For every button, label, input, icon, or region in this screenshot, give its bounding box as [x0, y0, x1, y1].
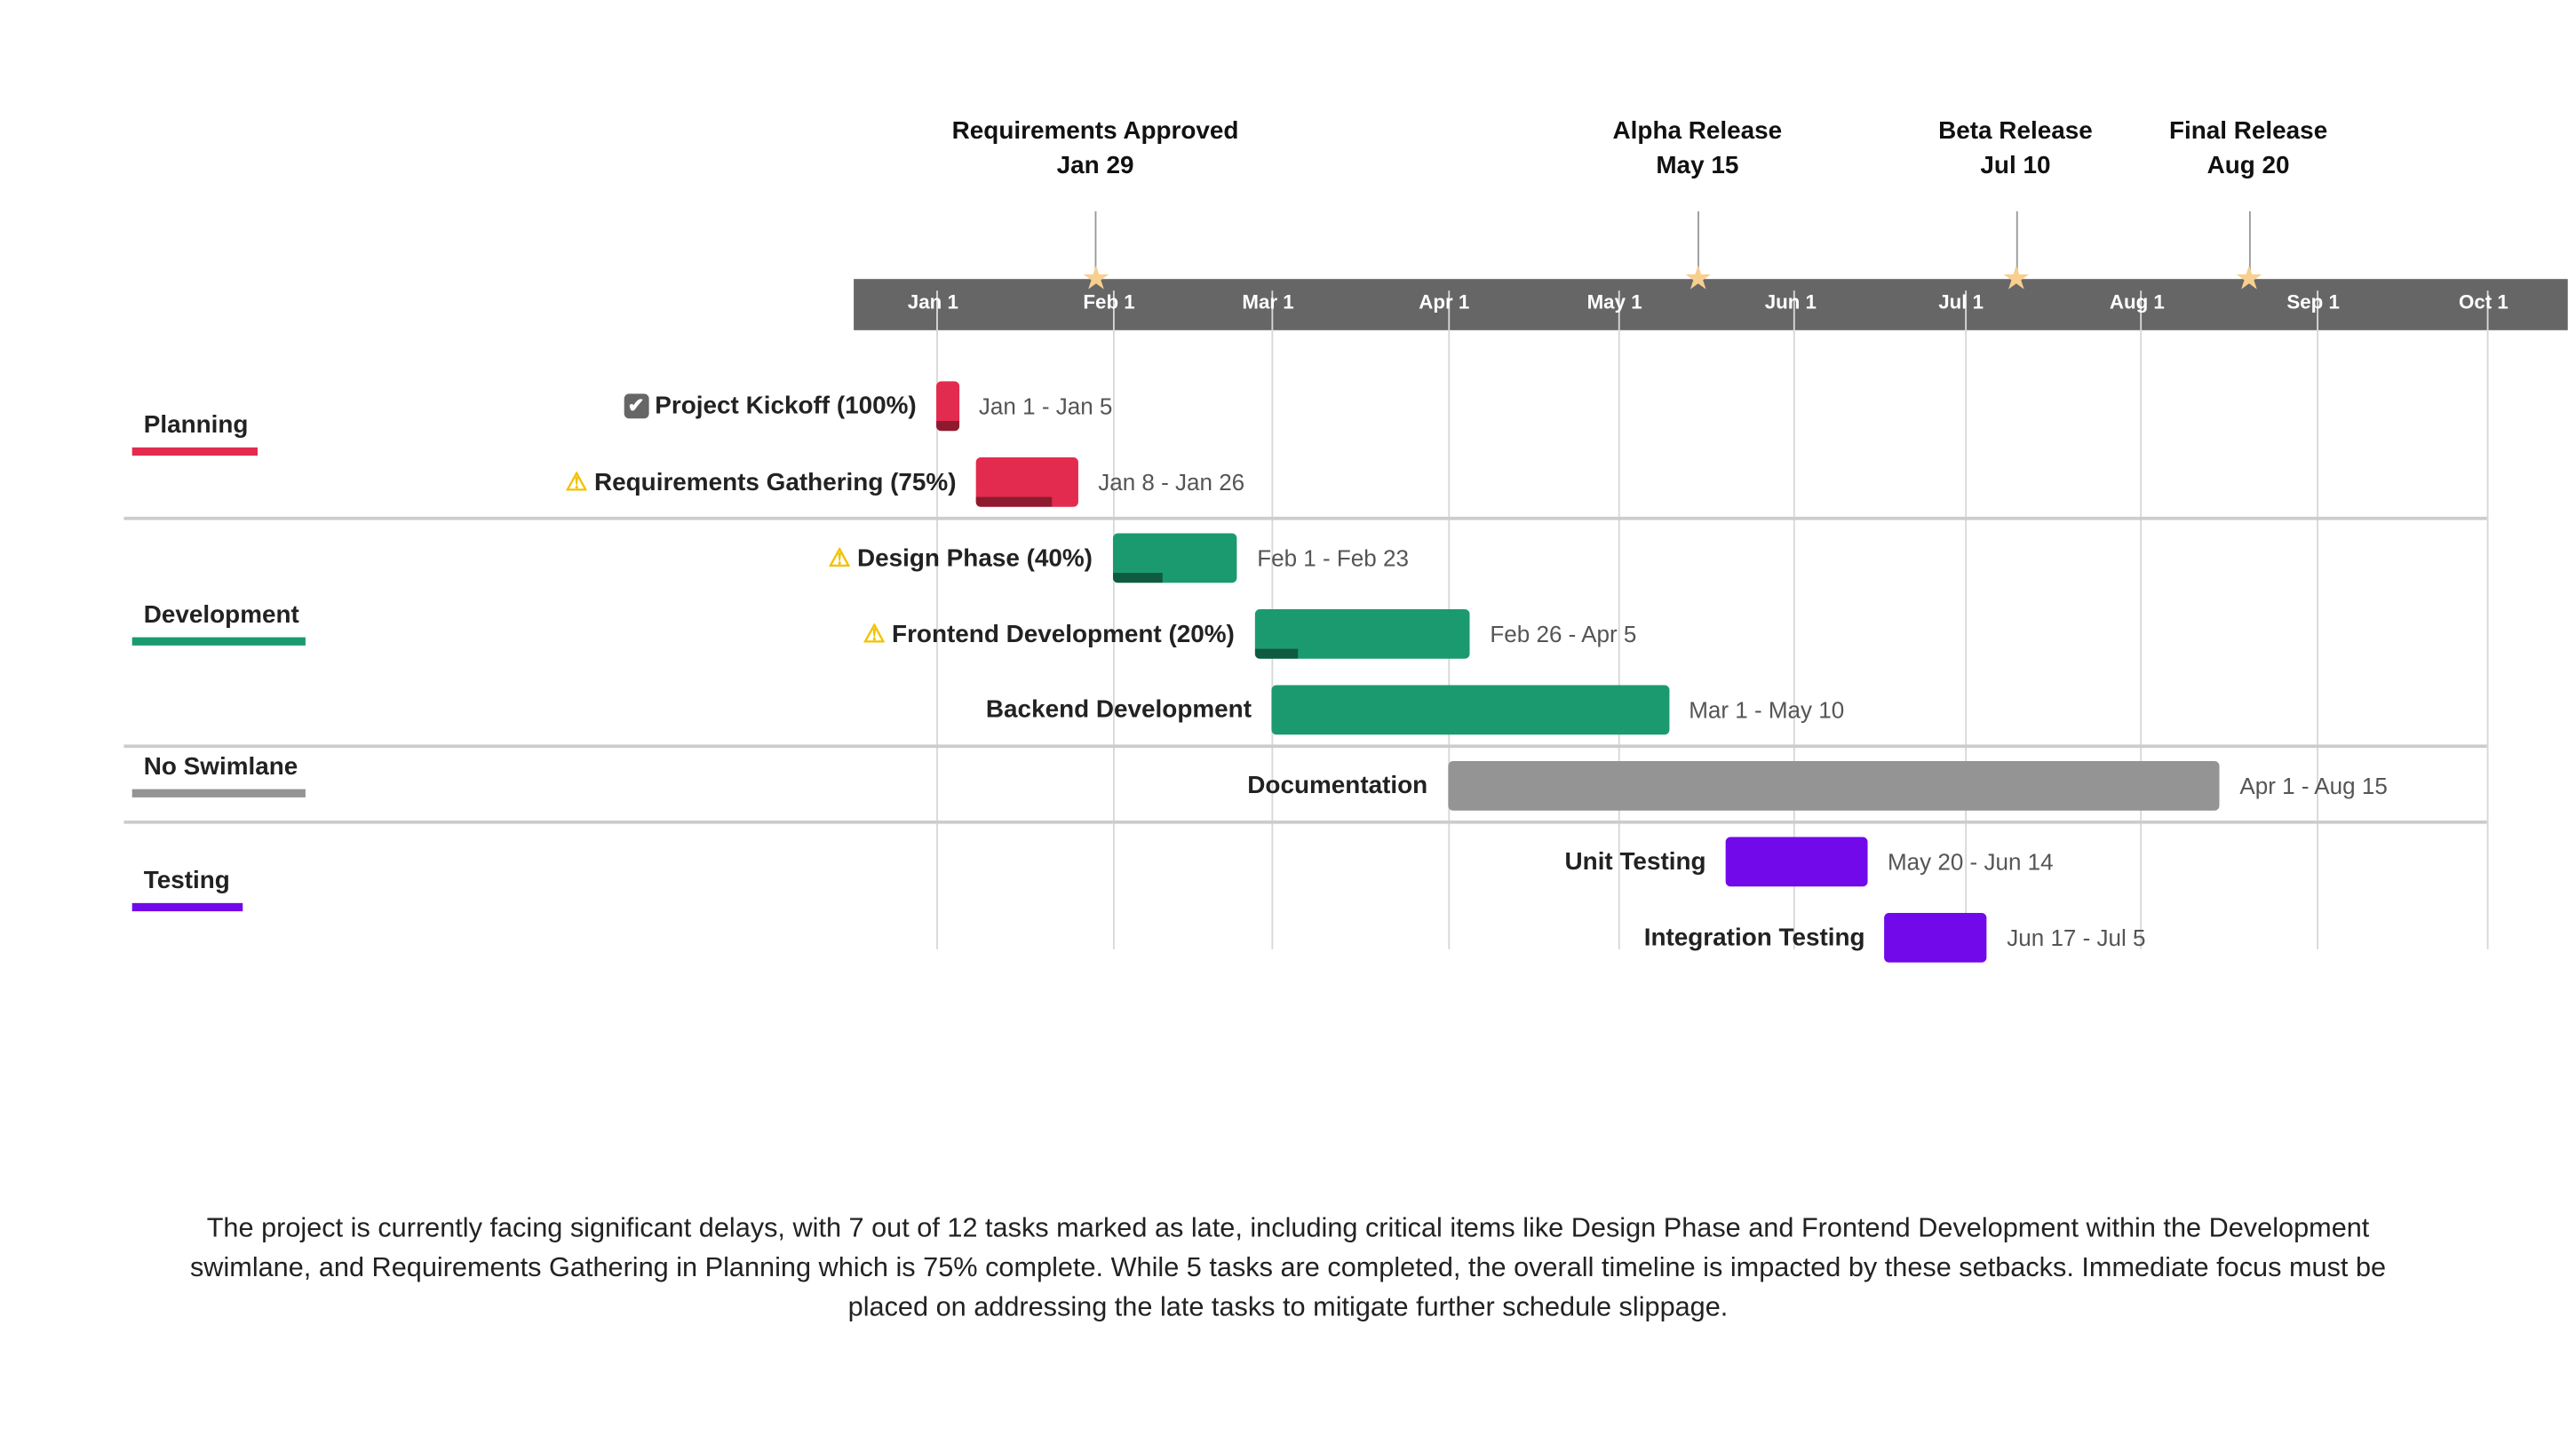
- task-name: Backend Development: [985, 695, 1252, 725]
- task-name: Integration Testing: [1643, 924, 1865, 952]
- task-dates: May 20 - Jun 14: [1887, 848, 2054, 876]
- milestone-line: [1697, 210, 1699, 280]
- task-bar: [1112, 533, 1237, 583]
- swimlane-label: Planning: [143, 410, 249, 440]
- axis-tick-label: Jun 1: [1764, 290, 1817, 314]
- warning-icon: ⚠: [565, 468, 588, 497]
- swimlane-label: No Swimlane: [143, 752, 298, 782]
- task-dates: Feb 26 - Apr 5: [1490, 620, 1637, 647]
- gridline: [1112, 290, 1115, 949]
- milestone-line: [2248, 210, 2250, 280]
- swimlane-underline: [131, 447, 258, 456]
- task-bar: [936, 381, 959, 432]
- task-name: Project Kickoff (100%): [655, 392, 917, 421]
- gridline: [1964, 290, 1967, 949]
- milestone-star-icon: ★: [1683, 260, 1713, 298]
- task-label: ⚠ Design Phase (40%): [828, 543, 1093, 574]
- milestone-star-icon: ★: [1081, 260, 1111, 298]
- gridline: [1793, 290, 1796, 949]
- milestone-label: Alpha Release May 15: [1612, 116, 1783, 180]
- swimlane-separator: [123, 820, 2487, 824]
- swimlane-underline: [131, 902, 242, 912]
- task-dates: Jan 8 - Jan 26: [1098, 468, 1245, 496]
- axis-tick-label: Apr 1: [1419, 290, 1470, 314]
- task-dates: Feb 1 - Feb 23: [1257, 544, 1409, 572]
- milestone-label: Beta Release Jul 10: [1938, 116, 2093, 180]
- axis-tick-label: Jul 1: [1938, 290, 1984, 314]
- axis-tick-label: Aug 1: [2109, 290, 2165, 314]
- check-icon: ✔: [623, 393, 648, 419]
- axis-tick-label: May 1: [1586, 290, 1642, 314]
- axis-tick-label: Oct 1: [2459, 290, 2508, 314]
- gridline: [1618, 290, 1620, 949]
- milestone-line: [2015, 210, 2017, 280]
- axis-tick-label: Jan 1: [907, 290, 958, 314]
- task-label: Backend Development: [986, 696, 1252, 725]
- swimlane-label: Development: [143, 600, 299, 630]
- task-name: Frontend Development (20%): [892, 620, 1235, 648]
- task-progress: [975, 496, 1053, 507]
- task-dates: Mar 1 - May 10: [1689, 696, 1845, 724]
- milestone-line: [1095, 210, 1097, 280]
- task-label: Documentation: [1247, 772, 1427, 800]
- swimlane-separator: [123, 516, 2487, 520]
- axis-tick-label: Sep 1: [2286, 290, 2340, 314]
- task-bar: [1271, 685, 1669, 735]
- timeline-axis: [854, 279, 2568, 330]
- warning-icon: ⚠: [863, 620, 886, 649]
- task-name: Requirements Gathering (75%): [593, 468, 957, 496]
- task-name: Design Phase (40%): [856, 543, 1093, 573]
- task-bar: [1447, 760, 2221, 811]
- summary-text: The project is currently facing signific…: [189, 1213, 2387, 1323]
- task-name: Unit Testing: [1564, 847, 1706, 877]
- task-progress: [1112, 573, 1163, 583]
- task-dates: Jun 17 - Jul 5: [2007, 924, 2146, 951]
- task-name: Documentation: [1247, 772, 1428, 800]
- gridline: [2140, 290, 2143, 949]
- warning-icon: ⚠: [828, 544, 851, 574]
- swimlane-label: Testing: [143, 866, 230, 895]
- axis-tick-label: Feb 1: [1083, 290, 1135, 314]
- task-bar: [975, 456, 1078, 507]
- task-label: ✔ Project Kickoff (100%): [623, 392, 917, 421]
- axis-tick-label: Mar 1: [1242, 290, 1294, 314]
- task-progress: [936, 421, 959, 432]
- milestone-label: Requirements Approved Jan 29: [951, 116, 1239, 180]
- task-progress: [1254, 648, 1298, 659]
- gridline: [2316, 290, 2318, 949]
- task-label: Unit Testing: [1565, 848, 1706, 877]
- milestone-star-icon: ★: [2001, 260, 2031, 298]
- milestone-label: Final Release Aug 20: [2168, 116, 2328, 180]
- task-label: ⚠ Frontend Development (20%): [863, 619, 1235, 649]
- task-label: Integration Testing: [1644, 924, 1865, 952]
- task-dates: Apr 1 - Aug 15: [2239, 773, 2388, 799]
- task-bar: [1884, 913, 1987, 963]
- task-bar: [1254, 608, 1471, 659]
- milestone-star-icon: ★: [2234, 260, 2264, 298]
- task-label: ⚠ Requirements Gathering (75%): [565, 467, 957, 497]
- task-dates: Jan 1 - Jan 5: [978, 393, 1113, 420]
- swimlane-underline: [131, 789, 305, 797]
- gridline: [936, 290, 938, 949]
- swimlane-separator: [123, 744, 2487, 749]
- swimlane-underline: [131, 637, 305, 646]
- task-bar: [1725, 837, 1868, 887]
- gridline: [2486, 290, 2489, 949]
